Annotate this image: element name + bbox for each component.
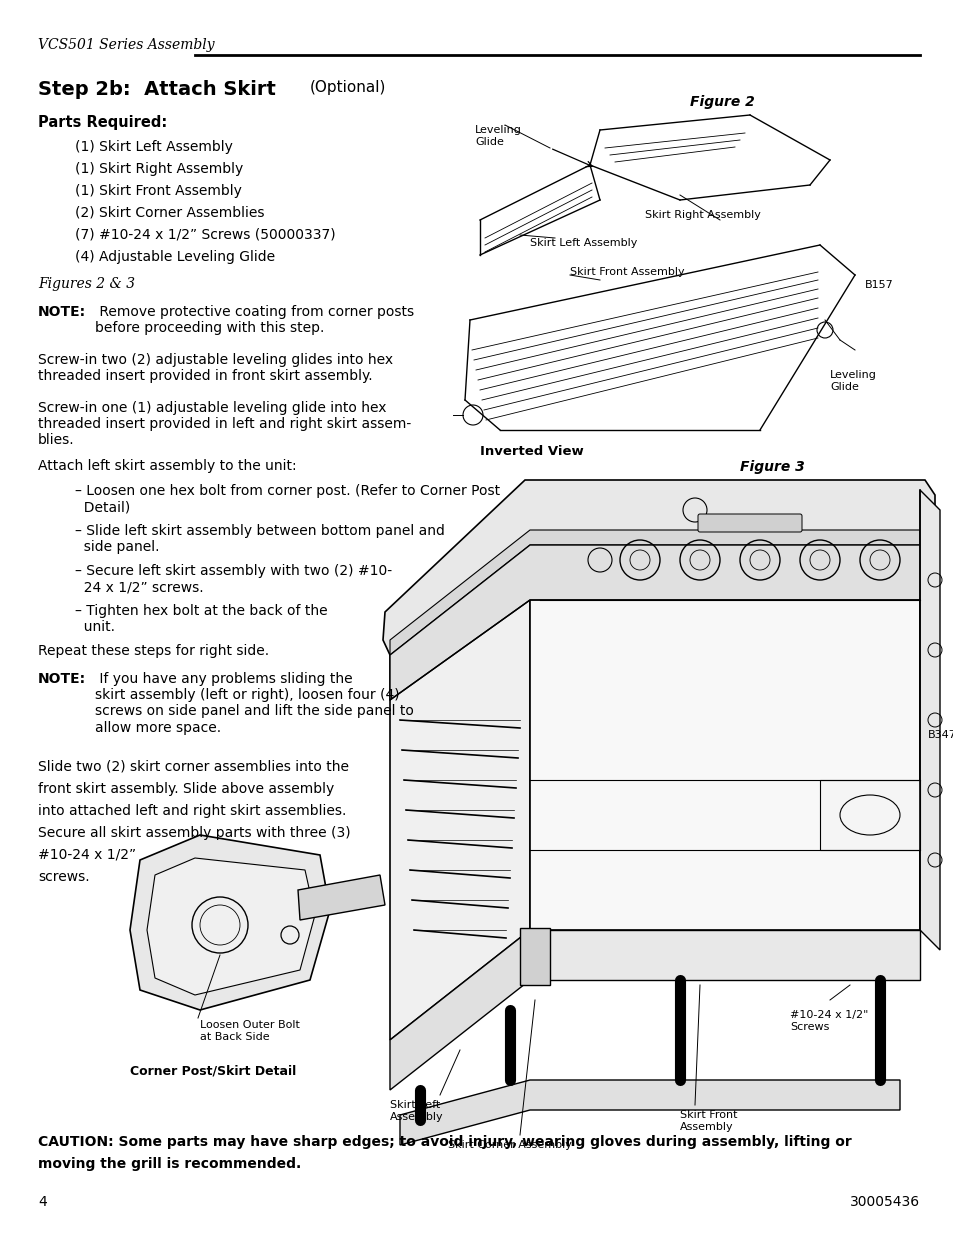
Text: NOTE:: NOTE: (38, 672, 86, 685)
Text: – Tighten hex bolt at the back of the
  unit.: – Tighten hex bolt at the back of the un… (75, 604, 327, 635)
Polygon shape (297, 876, 385, 920)
Text: Skirt Front
Assembly: Skirt Front Assembly (679, 1110, 737, 1131)
Polygon shape (820, 781, 919, 850)
Text: Figure 3: Figure 3 (740, 459, 804, 474)
Polygon shape (382, 480, 934, 655)
Text: (1) Skirt Front Assembly: (1) Skirt Front Assembly (75, 184, 242, 198)
Polygon shape (390, 530, 919, 655)
Polygon shape (399, 1079, 899, 1145)
Text: Leveling
Glide: Leveling Glide (829, 370, 876, 391)
Text: 4: 4 (38, 1195, 47, 1209)
Text: front skirt assembly. Slide above assembly: front skirt assembly. Slide above assemb… (38, 782, 334, 797)
Text: #10-24 x 1/2”: #10-24 x 1/2” (38, 848, 136, 862)
Text: CAUTION: Some parts may have sharp edges; to avoid injury, wearing gloves during: CAUTION: Some parts may have sharp edges… (38, 1135, 851, 1149)
Text: Inverted View: Inverted View (479, 445, 583, 458)
Text: (7) #10-24 x 1/2” Screws (50000337): (7) #10-24 x 1/2” Screws (50000337) (75, 228, 335, 242)
Polygon shape (130, 835, 330, 1010)
Text: Skirt Front Assembly: Skirt Front Assembly (569, 267, 684, 277)
Text: Skirt Corner Assembly: Skirt Corner Assembly (448, 1140, 572, 1150)
Text: Corner Post/Skirt Detail: Corner Post/Skirt Detail (130, 1065, 296, 1078)
Polygon shape (919, 490, 939, 950)
Text: – Loosen one hex bolt from corner post. (Refer to Corner Post
  Detail): – Loosen one hex bolt from corner post. … (75, 484, 499, 514)
Text: (Optional): (Optional) (310, 80, 386, 95)
Polygon shape (530, 490, 919, 930)
Text: Skirt Left
Assembly: Skirt Left Assembly (390, 1100, 443, 1121)
Text: Screw-in one (1) adjustable leveling glide into hex
threaded insert provided in : Screw-in one (1) adjustable leveling gli… (38, 401, 411, 447)
Text: Skirt Left Assembly: Skirt Left Assembly (530, 238, 637, 248)
FancyBboxPatch shape (698, 514, 801, 532)
Text: If you have any problems sliding the
skirt assembly (left or right), loosen four: If you have any problems sliding the ski… (95, 672, 414, 735)
Text: VCS501 Series Assembly: VCS501 Series Assembly (38, 38, 214, 52)
Polygon shape (390, 545, 929, 700)
Text: (2) Skirt Corner Assemblies: (2) Skirt Corner Assemblies (75, 206, 264, 220)
Polygon shape (519, 927, 550, 986)
Text: Figures 2 & 3: Figures 2 & 3 (38, 277, 135, 291)
Text: (1) Skirt Left Assembly: (1) Skirt Left Assembly (75, 140, 233, 154)
Text: Leveling
Glide: Leveling Glide (475, 125, 521, 147)
Text: Skirt Right Assembly: Skirt Right Assembly (644, 210, 760, 220)
Text: Parts Required:: Parts Required: (38, 115, 167, 130)
Text: Secure all skirt assembly parts with three (3): Secure all skirt assembly parts with thr… (38, 826, 351, 840)
Polygon shape (390, 930, 530, 1091)
Text: Loosen Outer Bolt
at Back Side: Loosen Outer Bolt at Back Side (200, 1020, 299, 1041)
Text: – Secure left skirt assembly with two (2) #10-
  24 x 1/2” screws.: – Secure left skirt assembly with two (2… (75, 564, 392, 594)
Polygon shape (530, 930, 919, 981)
Polygon shape (390, 490, 530, 1040)
Text: #10-24 x 1/2"
Screws: #10-24 x 1/2" Screws (789, 1010, 867, 1031)
Text: 30005436: 30005436 (849, 1195, 919, 1209)
Text: Slide two (2) skirt corner assemblies into the: Slide two (2) skirt corner assemblies in… (38, 760, 349, 774)
Polygon shape (147, 858, 314, 995)
Text: Repeat these steps for right side.: Repeat these steps for right side. (38, 643, 269, 658)
Text: – Slide left skirt assembly between bottom panel and
  side panel.: – Slide left skirt assembly between bott… (75, 524, 444, 555)
Text: Attach left skirt assembly to the unit:: Attach left skirt assembly to the unit: (38, 459, 296, 473)
Text: moving the grill is recommended.: moving the grill is recommended. (38, 1157, 301, 1171)
Text: Step 2b:  Attach Skirt: Step 2b: Attach Skirt (38, 80, 275, 99)
Text: B347: B347 (927, 730, 953, 740)
Text: Remove protective coating from corner posts
before proceeding with this step.: Remove protective coating from corner po… (95, 305, 414, 335)
Text: Screw-in two (2) adjustable leveling glides into hex
threaded insert provided in: Screw-in two (2) adjustable leveling gli… (38, 353, 393, 383)
Text: Figure 2: Figure 2 (689, 95, 754, 109)
Text: (1) Skirt Right Assembly: (1) Skirt Right Assembly (75, 162, 243, 177)
Text: into attached left and right skirt assemblies.: into attached left and right skirt assem… (38, 804, 346, 818)
Text: B157: B157 (864, 280, 893, 290)
Text: screws.: screws. (38, 869, 90, 884)
Text: (4) Adjustable Leveling Glide: (4) Adjustable Leveling Glide (75, 249, 274, 264)
Text: NOTE:: NOTE: (38, 305, 86, 319)
